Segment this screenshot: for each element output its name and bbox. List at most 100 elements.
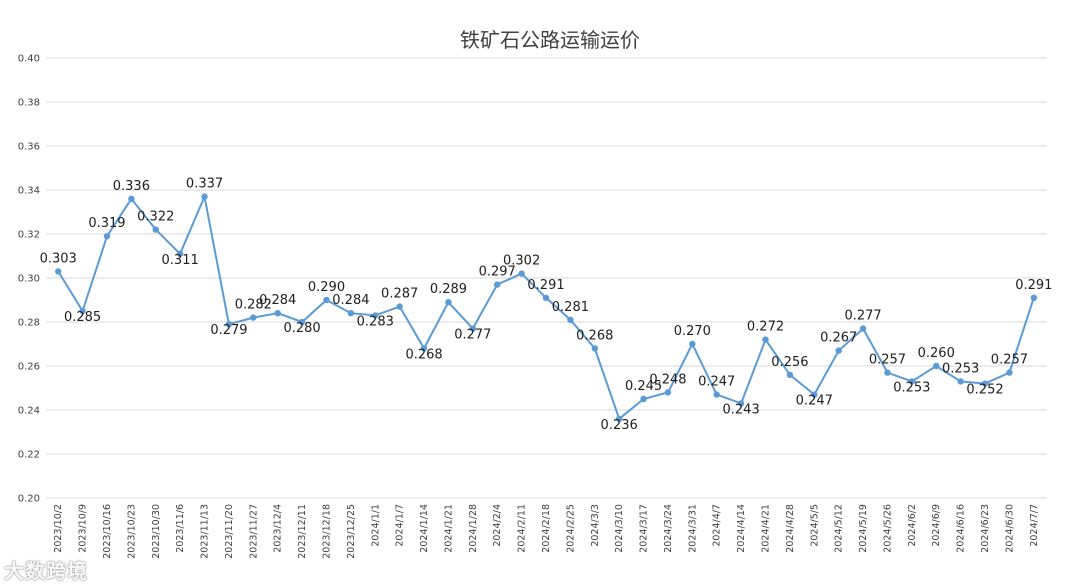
x-tick-label: 2023/10/2 [53,504,64,553]
x-tick-label: 2024/2/18 [541,504,552,553]
data-label: 0.247 [796,394,833,409]
y-axis-ticks: 0.20 0.22 0.24 0.26 0.28 0.30 0.32 0.34 0.36 0.38… [18,54,40,505]
x-axis-ticks: 2023/10/2 2023/10/9 2023/10/16 2023/10/23 20… [53,504,1040,559]
x-tick-label: 2024/2/4 [492,504,503,547]
y-tick-label: 0.32 [18,230,40,241]
x-tick-label: 2024/6/30 [1004,504,1015,553]
series-line [57,193,1035,421]
data-label: 0.284 [332,293,369,308]
x-tick-label: 2023/10/23 [126,504,137,559]
data-point [152,226,159,233]
x-tick-label: 2024/1/21 [443,504,454,553]
data-point [1006,369,1013,376]
data-label: 0.267 [820,331,857,346]
data-point [786,371,794,378]
data-point [298,318,306,326]
data-label: 0.260 [918,346,955,361]
data-point [664,389,672,396]
x-tick-label: 2024/2/11 [517,504,528,553]
data-point [762,336,769,343]
data-label: 0.257 [869,353,906,368]
data-label: 0.268 [576,328,613,343]
data-point [274,310,281,317]
y-tick-label: 0.40 [18,54,40,65]
data-point [908,378,916,385]
data-label: 0.279 [210,323,247,338]
data-label: 0.280 [283,321,320,336]
data-label: 0.287 [381,287,418,302]
data-label: 0.247 [698,375,735,390]
x-tick-label: 2023/11/27 [248,504,259,559]
data-label: 0.253 [893,380,930,395]
x-tick-label: 2023/10/9 [78,504,89,553]
y-tick-label: 0.22 [18,450,40,461]
x-tick-label: 2024/4/28 [785,504,796,553]
x-tick-label: 2024/4/21 [761,504,772,553]
data-point [884,369,891,376]
data-label: 0.291 [527,278,564,293]
data-point [957,378,964,385]
data-label: 0.291 [1015,278,1052,293]
data-point [1030,294,1038,301]
data-point [494,281,501,288]
data-point [372,312,379,319]
y-tick-label: 0.34 [18,186,40,197]
data-point [250,314,257,321]
y-tick-label: 0.26 [18,362,40,373]
data-label: 0.282 [235,298,272,313]
data-point [347,310,355,317]
data-point [420,345,428,352]
data-point [981,380,989,387]
data-point [835,347,842,354]
x-tick-label: 2024/5/19 [858,504,869,553]
data-label: 0.319 [88,216,125,231]
data-label: 0.245 [625,379,662,394]
data-point [859,325,867,332]
data-point [469,325,477,332]
chart-title: 铁矿石公路运输运价 [460,28,640,52]
data-point [54,268,62,275]
data-point [323,296,330,304]
data-point [445,299,452,306]
data-point [689,340,696,348]
x-tick-label: 2024/3/31 [687,504,698,553]
data-label: 0.236 [601,418,638,433]
data-point [713,391,720,398]
x-tick-label: 2024/1/1 [370,504,381,547]
x-tick-label: 2023/10/16 [102,504,113,559]
data-point [811,391,818,398]
x-tick-label: 2024/6/9 [931,504,942,547]
data-label: 0.243 [723,402,760,417]
x-tick-label: 2023/12/25 [346,504,357,559]
data-label: 0.248 [649,372,686,387]
data-point [640,395,647,403]
y-tick-label: 0.30 [18,274,40,285]
y-tick-label: 0.24 [18,406,40,417]
data-label: 0.336 [113,179,150,194]
data-label: 0.311 [162,253,199,268]
data-label: 0.303 [40,251,77,266]
data-point [396,303,403,310]
data-label: 0.284 [259,293,296,308]
data-label: 0.289 [430,282,467,297]
data-label: 0.272 [747,320,784,335]
data-label: 0.297 [479,265,516,280]
x-tick-label: 2023/11/6 [175,504,186,553]
data-label: 0.277 [844,309,881,324]
data-point [542,294,550,301]
x-tick-label: 2024/4/7 [712,504,723,547]
data-label: 0.277 [454,328,491,343]
data-label: 0.252 [966,383,1003,398]
data-point [176,250,184,257]
data-point [591,345,598,352]
x-tick-label: 2024/5/26 [882,504,893,553]
x-tick-label: 2024/3/24 [663,504,674,553]
x-tick-label: 2024/3/17 [639,504,650,553]
data-label: 0.256 [771,355,808,370]
data-points [54,193,1038,422]
x-tick-label: 2023/12/4 [273,504,284,553]
data-point [201,193,208,200]
data-labels: 0.303 0.285 0.319 0.336 0.322 0.311 0.337 0.279… [40,177,1053,433]
data-point [518,270,525,277]
